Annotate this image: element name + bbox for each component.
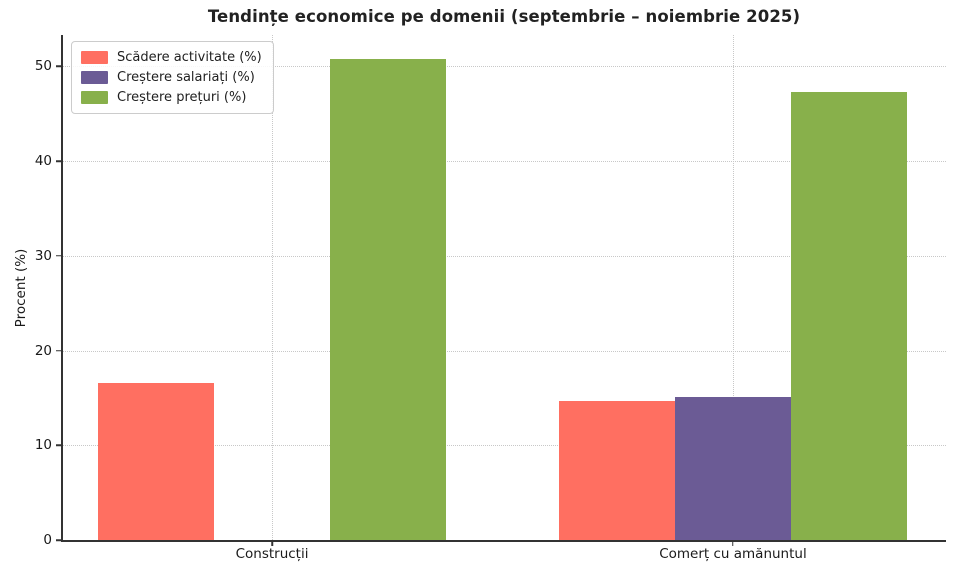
y-tick-label: 20 <box>34 342 52 359</box>
y-tick-label: 40 <box>34 153 52 169</box>
y-tick-mark <box>56 349 61 352</box>
x-tick-label: Construcții <box>235 546 309 562</box>
y-tick-mark <box>56 65 61 68</box>
chart-bar <box>558 400 675 540</box>
legend-item-crestere-salariati: Creștere salariați (%) <box>81 70 262 85</box>
chart-title: Tendințe economice pe domenii (septembri… <box>207 7 801 26</box>
gridline-horizontal <box>62 445 946 447</box>
y-tick-mark <box>56 539 61 541</box>
chart-bar <box>790 91 907 540</box>
legend-item-crestere-preturi: Creștere prețuri (%) <box>81 90 262 105</box>
y-tick-mark <box>56 444 61 446</box>
legend-swatch-scadere-activitate <box>81 51 108 64</box>
gridline-horizontal <box>62 161 946 162</box>
legend-swatch-crestere-salariati <box>81 71 108 84</box>
y-tick-label: 10 <box>34 437 52 454</box>
y-axis-spine <box>61 35 63 541</box>
y-tick-mark <box>56 255 61 257</box>
gridline-horizontal <box>62 66 946 68</box>
gridline-vertical <box>272 35 274 540</box>
chart-bar <box>98 382 215 540</box>
gridline-vertical <box>732 35 734 540</box>
x-axis-spine <box>61 540 946 542</box>
x-tick-mark <box>732 541 734 546</box>
legend-item-scadere-activitate: Scădere activitate (%) <box>81 50 262 65</box>
x-tick-label: Comerț cu amănuntul <box>659 546 807 562</box>
y-tick-label: 0 <box>43 532 52 548</box>
legend-label: Creștere prețuri (%) <box>117 90 247 105</box>
y-tick-label: 30 <box>34 247 52 264</box>
chart-bar <box>674 396 791 540</box>
legend-label: Scădere activitate (%) <box>117 50 262 65</box>
gridline-horizontal <box>62 350 946 352</box>
legend-swatch-crestere-preturi <box>81 91 108 104</box>
gridline-horizontal <box>62 255 946 257</box>
chart-bar <box>330 58 446 540</box>
y-tick-mark <box>56 160 61 162</box>
x-tick-mark <box>271 541 273 546</box>
legend-label: Creștere salariați (%) <box>117 70 255 85</box>
legend: Scădere activitate (%) Creștere salariaț… <box>71 41 274 114</box>
y-tick-label: 50 <box>34 58 52 75</box>
